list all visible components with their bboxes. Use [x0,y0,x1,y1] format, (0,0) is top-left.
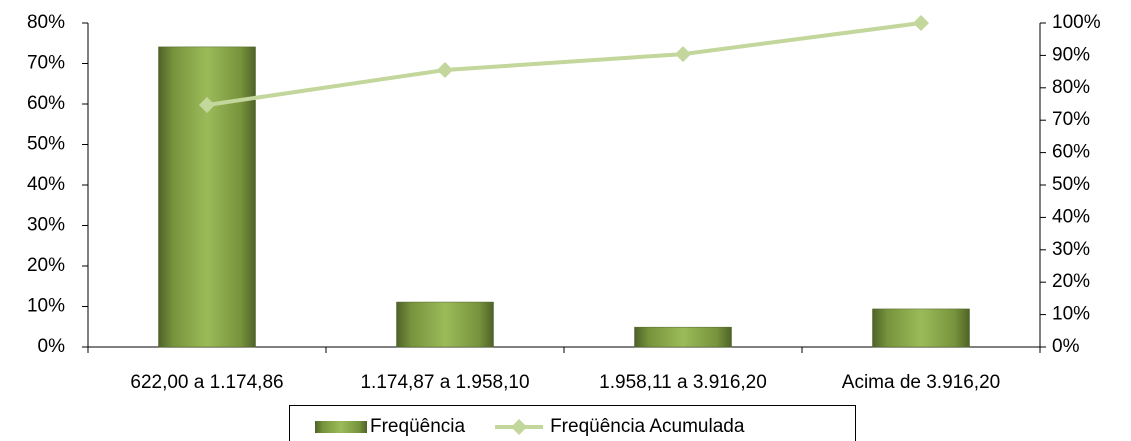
bar [396,301,494,348]
x-tick-label: 622,00 a 1.174,86 [130,372,283,393]
y-tick-label: 50% [27,134,65,155]
y2-tick-label: 80% [1052,77,1090,98]
y-tick-label: 80% [27,12,65,33]
line-marker [675,46,691,63]
bar [158,46,256,348]
y2-tick-label: 100% [1052,12,1101,33]
line [206,21,922,107]
y-tick-label: 40% [27,174,65,195]
y2-tick-label: 20% [1052,271,1090,292]
legend-label: Freqüência Acumulada [550,416,745,437]
x-tick-label: Acima de 3.916,20 [842,372,1000,393]
legend-marker [511,419,528,435]
y2-tick-label: 60% [1052,142,1090,163]
y-tick-label: 30% [27,215,65,236]
y2-tick-label: 90% [1052,44,1090,65]
line-marker [437,61,453,78]
y-tick-label: 70% [27,53,65,74]
y2-tick-label: 0% [1052,336,1080,357]
legend-label: Freqüência [370,416,465,437]
y2-tick-label: 30% [1052,239,1090,260]
y-tick-label: 20% [27,255,65,276]
y-tick-label: 0% [38,336,66,357]
legend-swatch [315,421,367,433]
line-marker [199,96,215,113]
y2-tick-label: 50% [1052,174,1090,195]
bar [634,326,732,348]
y2-tick-label: 40% [1052,206,1090,227]
y-tick-label: 10% [27,296,65,317]
y-tick-label: 60% [27,93,65,114]
x-tick-label: 1.958,11 a 3.916,20 [599,372,767,393]
bar [872,308,970,348]
x-tick-label: 1.174,87 a 1.958,10 [360,372,529,393]
line-marker [913,15,929,31]
legend [289,405,856,441]
y2-tick-label: 10% [1052,304,1090,325]
y2-tick-label: 70% [1052,109,1090,130]
